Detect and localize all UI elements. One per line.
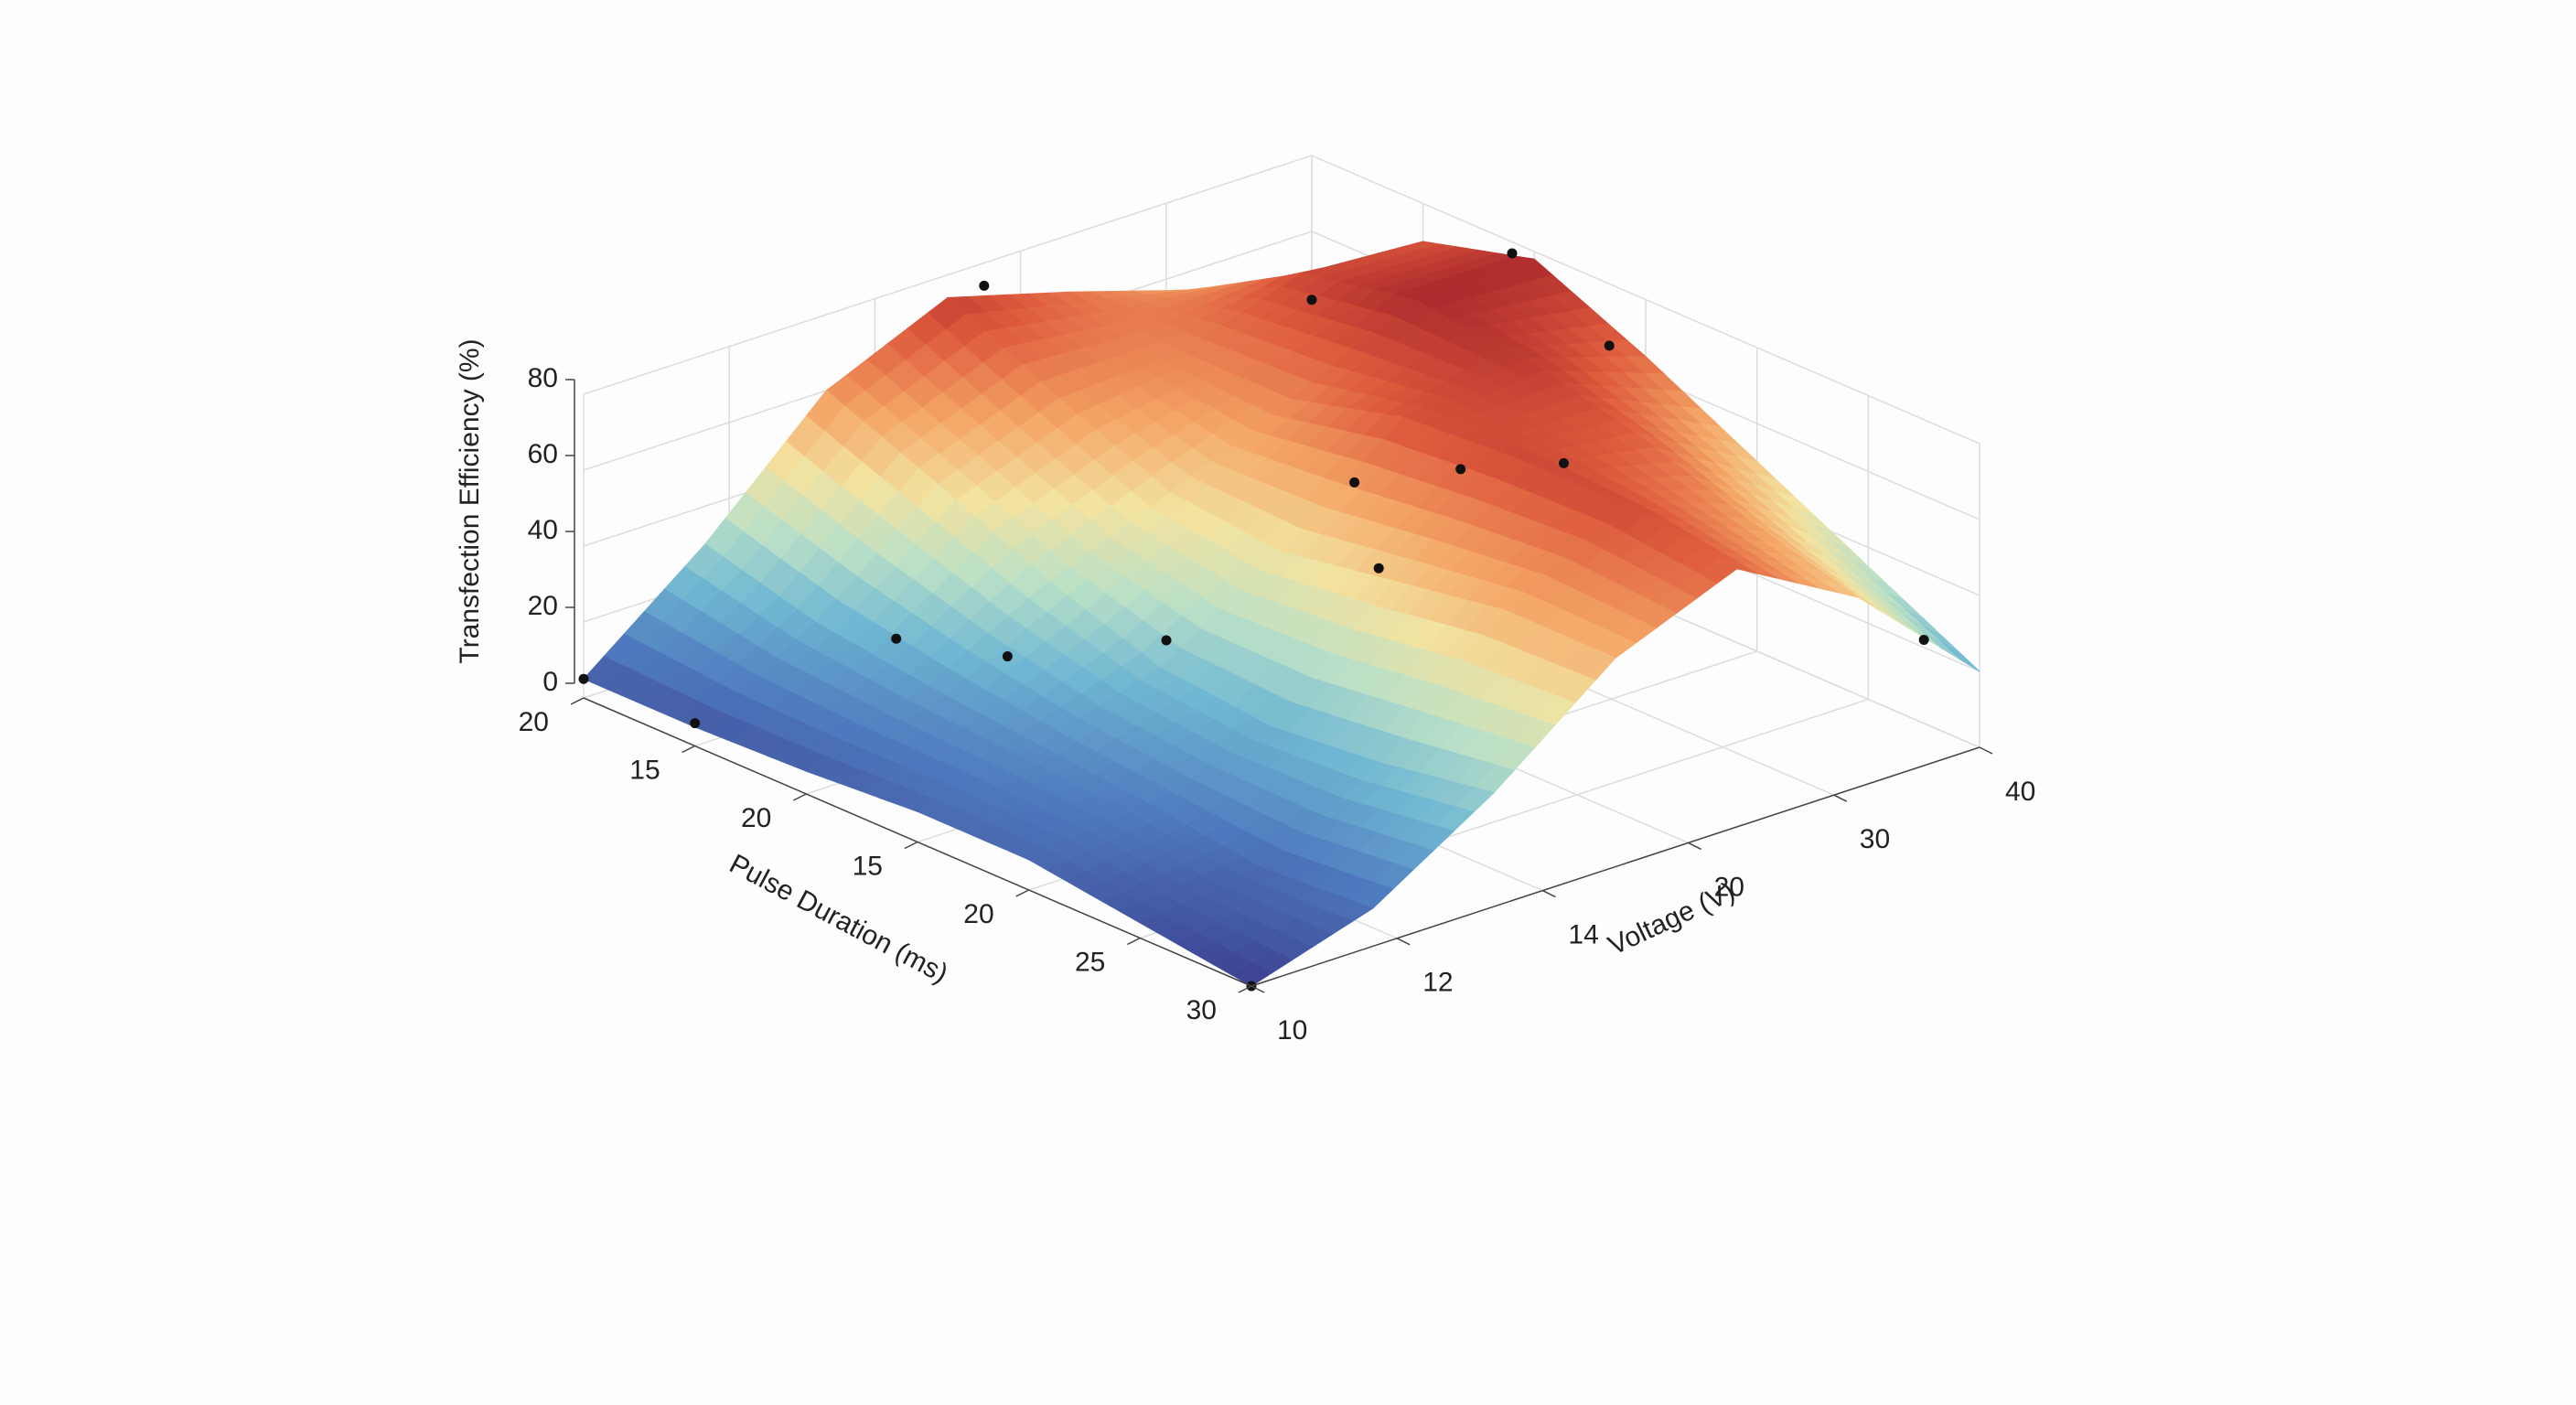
z-tick-label: 80 <box>528 363 558 393</box>
data-point <box>1306 295 1317 306</box>
y-tick <box>1396 938 1411 946</box>
data-point <box>578 673 589 684</box>
y-tick-label: 40 <box>2005 777 2035 807</box>
x-tick <box>792 793 807 801</box>
z-tick-label: 40 <box>528 515 558 545</box>
x-axis-title: Pulse Duration (ms) <box>724 849 953 990</box>
y-tick <box>1833 794 1848 802</box>
x-tick-label: 15 <box>853 851 883 881</box>
x-tick-label: 15 <box>629 755 660 785</box>
data-point <box>1918 634 1929 645</box>
surface-patch <box>1231 962 1273 987</box>
data-point <box>1002 651 1013 662</box>
y-tick-label: 14 <box>1568 920 1598 950</box>
data-point <box>1455 464 1466 475</box>
data-point <box>1161 635 1172 646</box>
x-tick <box>1126 937 1141 946</box>
data-point <box>1373 563 1384 574</box>
y-tick <box>1250 985 1265 993</box>
data-point <box>1559 457 1569 468</box>
y-axis <box>1250 746 1980 987</box>
data-point <box>891 633 902 644</box>
z-axis-title: Transfection Efficiency (%) <box>455 338 485 663</box>
data-point <box>690 718 701 729</box>
y-tick-label: 12 <box>1422 968 1453 998</box>
y-tick <box>1542 889 1556 898</box>
z-tick-label: 20 <box>528 591 558 621</box>
x-tick-label: 25 <box>1075 947 1105 977</box>
y-tick-label: 20 <box>1714 872 1744 902</box>
y-axis-title: Voltage (V) <box>1604 876 1739 961</box>
data-point <box>1604 340 1615 351</box>
data-point <box>1349 477 1360 488</box>
x-tick <box>1238 985 1252 993</box>
y-tick-label: 10 <box>1277 1015 1307 1046</box>
y-tick <box>1979 746 1993 755</box>
x-tick-label: 20 <box>519 707 549 737</box>
data-point <box>979 280 990 291</box>
data-point <box>1507 248 1518 259</box>
x-tick <box>904 841 918 850</box>
x-tick <box>1015 889 1030 897</box>
y-tick <box>1688 842 1701 851</box>
x-tick-label: 30 <box>1186 995 1217 1025</box>
z-tick-label: 0 <box>542 667 558 697</box>
y-tick-label: 30 <box>1860 824 1890 854</box>
x-tick <box>570 697 585 705</box>
x-tick-label: 20 <box>741 803 771 833</box>
z-tick-label: 60 <box>528 439 558 469</box>
x-tick-label: 20 <box>963 899 993 929</box>
x-tick <box>682 745 696 754</box>
